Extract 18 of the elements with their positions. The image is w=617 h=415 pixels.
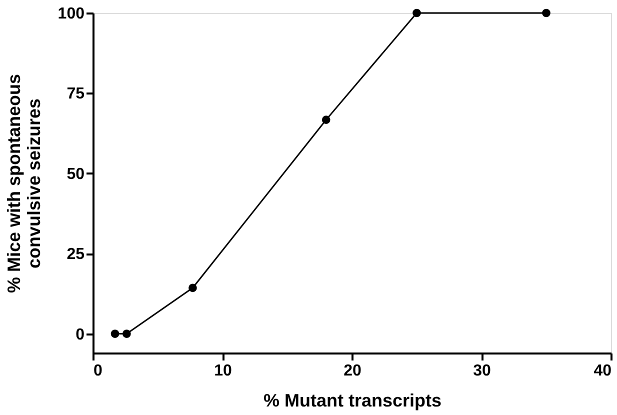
x-tick-label: 10 [214, 362, 232, 380]
point [412, 8, 421, 18]
point [542, 8, 550, 18]
x-axis-title: % Mutant transcripts [263, 390, 442, 410]
point [188, 284, 197, 292]
point [122, 330, 131, 338]
y-tick-label: 25 [66, 246, 85, 264]
y-axis-title: % Mice with spontaneous convulsive seizures [4, 74, 44, 294]
x-tick-label: 30 [473, 362, 491, 380]
point [110, 330, 120, 338]
y-tick-label: 75 [66, 86, 85, 103]
x-tick-label: 20 [344, 362, 362, 380]
point [322, 116, 330, 124]
y-tick-label: 50 [66, 166, 85, 183]
y-tick-label: 100 [58, 6, 85, 22]
y-tick-label: 0 [76, 326, 85, 344]
x-tick-label: 0 [94, 362, 102, 380]
x-tick-label: 40 [594, 362, 612, 380]
